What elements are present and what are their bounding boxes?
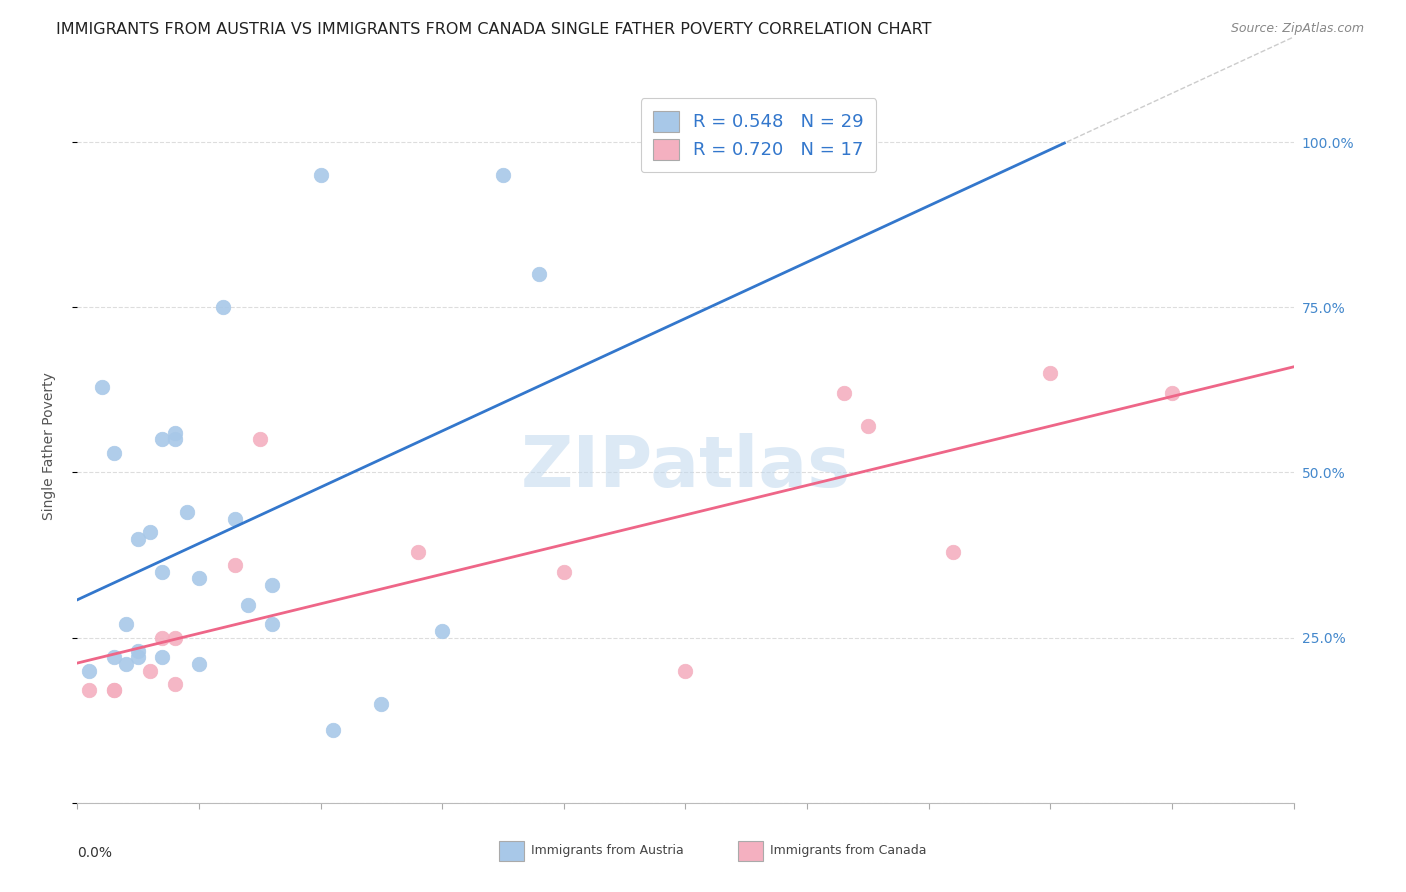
- Point: [103, 683, 125, 698]
- Point: [224, 511, 246, 525]
- Point: [127, 644, 149, 658]
- Text: IMMIGRANTS FROM AUSTRIA VS IMMIGRANTS FROM CANADA SINGLE FATHER POVERTY CORRELAT: IMMIGRANTS FROM AUSTRIA VS IMMIGRANTS FR…: [56, 22, 932, 37]
- Point: [79, 664, 101, 678]
- Point: [176, 505, 198, 519]
- Point: [152, 650, 174, 665]
- Point: [115, 657, 138, 671]
- Point: [163, 425, 186, 440]
- Point: [103, 683, 125, 698]
- Point: [492, 168, 515, 182]
- Point: [188, 571, 211, 585]
- Point: [127, 650, 149, 665]
- Point: [432, 624, 454, 638]
- Point: [832, 386, 855, 401]
- Point: [103, 650, 125, 665]
- Point: [139, 664, 162, 678]
- Legend: R = 0.548   N = 29, R = 0.720   N = 17: R = 0.548 N = 29, R = 0.720 N = 17: [641, 98, 876, 172]
- Point: [309, 168, 332, 182]
- Point: [224, 558, 246, 572]
- Point: [236, 598, 259, 612]
- Point: [163, 677, 186, 691]
- Point: [370, 697, 392, 711]
- Point: [188, 657, 211, 671]
- Point: [1039, 367, 1062, 381]
- Point: [675, 664, 697, 678]
- Point: [79, 683, 101, 698]
- Text: Source: ZipAtlas.com: Source: ZipAtlas.com: [1230, 22, 1364, 36]
- Text: ZIPatlas: ZIPatlas: [520, 433, 851, 502]
- Text: Immigrants from Canada: Immigrants from Canada: [770, 845, 927, 857]
- Point: [856, 419, 879, 434]
- Point: [139, 524, 162, 539]
- Point: [163, 631, 186, 645]
- Point: [322, 723, 344, 738]
- Point: [103, 445, 125, 459]
- Text: 0.0%: 0.0%: [77, 846, 112, 860]
- Point: [152, 565, 174, 579]
- Y-axis label: Single Father Poverty: Single Father Poverty: [42, 372, 56, 520]
- Point: [942, 545, 965, 559]
- Text: Immigrants from Austria: Immigrants from Austria: [531, 845, 685, 857]
- Point: [529, 267, 551, 281]
- Point: [249, 433, 271, 447]
- Point: [163, 433, 186, 447]
- Point: [406, 545, 429, 559]
- Point: [260, 617, 283, 632]
- Point: [115, 617, 138, 632]
- Point: [1161, 386, 1184, 401]
- Point: [127, 532, 149, 546]
- Point: [90, 379, 112, 393]
- Point: [212, 300, 235, 314]
- Point: [260, 578, 283, 592]
- Point: [152, 631, 174, 645]
- Point: [152, 433, 174, 447]
- Point: [553, 565, 575, 579]
